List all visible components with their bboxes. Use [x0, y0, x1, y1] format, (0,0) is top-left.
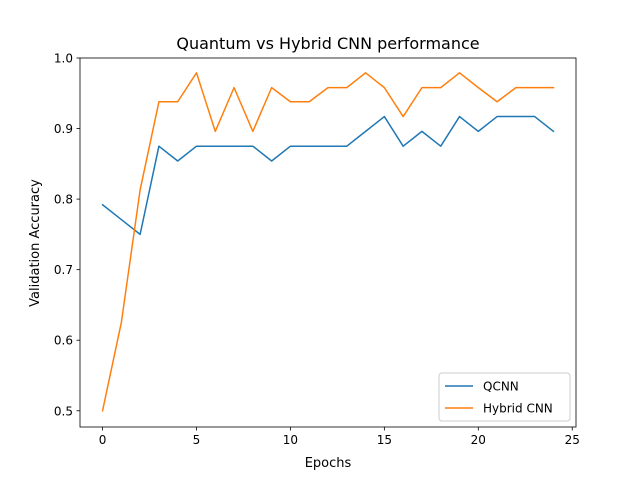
legend: QCNN Hybrid CNN [438, 372, 571, 422]
y-tick-label: 1.0 [54, 52, 73, 66]
y-axis-label: Validation Accuracy [28, 179, 43, 307]
y-tick-label: 0.5 [54, 404, 73, 418]
x-tick-label: 5 [193, 433, 201, 447]
y-tick-label: 0.7 [54, 263, 73, 277]
y-tick-label: 0.8 [54, 193, 73, 207]
series-line-qcnn [101, 115, 555, 236]
x-tick-label: 20 [471, 433, 486, 447]
legend-label-qcnn: QCNN [483, 380, 519, 394]
x-tick-label: 10 [283, 433, 298, 447]
x-tick-label: 0 [99, 433, 107, 447]
y-tick-label: 0.9 [54, 122, 73, 136]
x-axis-label: Epochs [305, 456, 352, 471]
y-tick-label: 0.6 [54, 334, 73, 348]
x-tick-label: 15 [377, 433, 392, 447]
x-tick-label: 25 [565, 433, 580, 447]
legend-box [438, 372, 571, 422]
series-line-hybrid-cnn [101, 72, 555, 412]
legend-label-hybrid-cnn: Hybrid CNN [483, 402, 553, 416]
axes-frame [79, 57, 577, 428]
plot-area: 0 5 10 15 20 25 0.5 0.6 0.7 0.8 0.9 1.0 [54, 52, 580, 448]
chart-title: Quantum vs Hybrid CNN performance [176, 34, 479, 53]
